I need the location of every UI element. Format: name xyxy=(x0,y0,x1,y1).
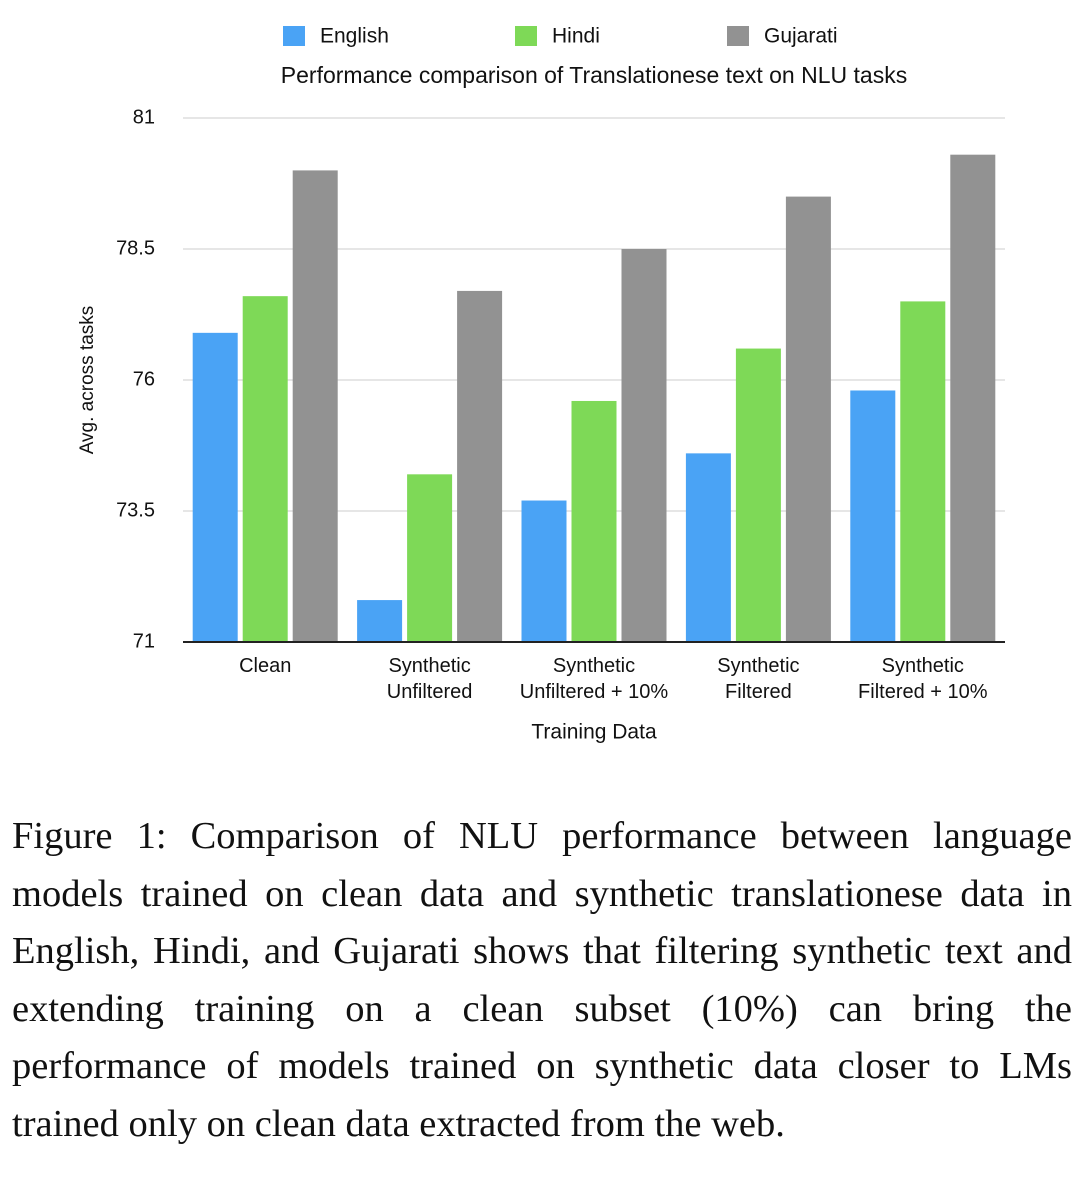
chart: Performance comparison of Translationese… xyxy=(77,25,1005,744)
chart-title: Performance comparison of Translationese… xyxy=(281,62,907,88)
bar xyxy=(785,196,831,642)
x-tick-label: Synthetic Filtered + 10% xyxy=(858,655,988,703)
legend-label: English xyxy=(320,25,389,48)
bar xyxy=(621,249,667,642)
y-tick-label: 81 xyxy=(133,106,155,128)
x-tick-label: Synthetic Filtered xyxy=(717,655,799,703)
bar xyxy=(357,600,403,642)
x-tick-label: Synthetic Unfiltered + 10% xyxy=(520,655,669,703)
bar xyxy=(407,474,453,642)
x-tick-label: Synthetic Unfiltered xyxy=(387,655,473,703)
y-tick-label: 76 xyxy=(133,368,155,390)
figure-caption: Figure 1: Comparison of NLU performance … xyxy=(12,815,1072,1145)
bar xyxy=(571,400,617,642)
legend-label: Hindi xyxy=(552,25,600,48)
legend-label: Gujarati xyxy=(764,25,838,48)
legend-swatch xyxy=(515,26,537,46)
y-axis-label: Avg. across tasks xyxy=(77,306,98,455)
bar xyxy=(850,390,896,642)
bar xyxy=(950,154,996,642)
legend-swatch xyxy=(727,26,749,46)
legend-swatch xyxy=(283,26,305,46)
x-axis-label: Training Data xyxy=(531,721,657,744)
bar xyxy=(900,301,946,642)
bar xyxy=(685,453,731,642)
y-tick-label: 78.5 xyxy=(116,237,155,259)
bar xyxy=(242,296,288,642)
y-tick-label: 71 xyxy=(133,630,155,652)
bar xyxy=(735,348,781,642)
bar xyxy=(292,170,338,642)
x-tick-label: Clean xyxy=(239,655,291,677)
y-tick-label: 73.5 xyxy=(116,499,155,521)
bar xyxy=(457,290,503,642)
bar xyxy=(521,500,567,642)
bar xyxy=(192,332,238,642)
